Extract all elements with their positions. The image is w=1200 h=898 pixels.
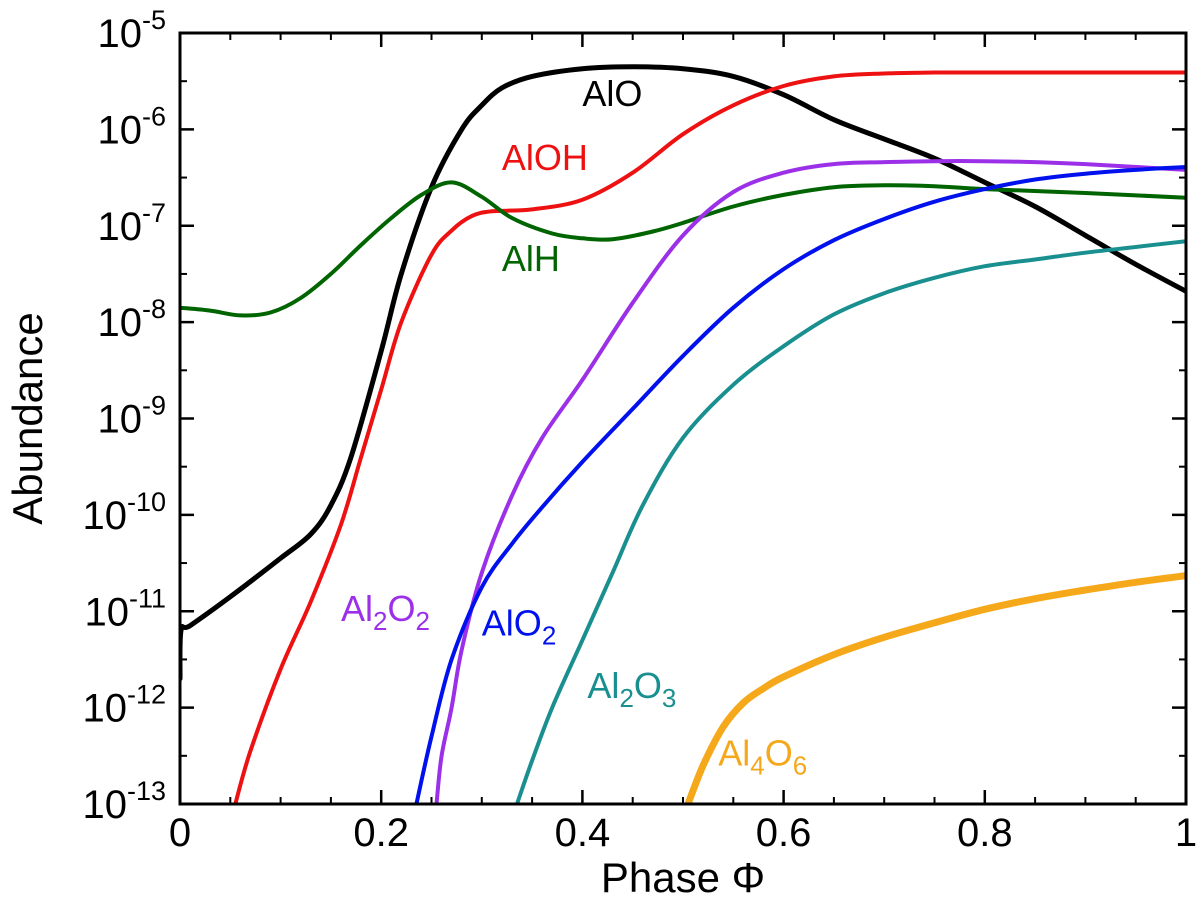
series-label-aloh: AlOH (502, 137, 588, 178)
series-line-aloh (233, 70, 1186, 804)
x-tick-label: 1 (1175, 811, 1197, 855)
series-label-al4o6: Al4O6 (718, 732, 807, 780)
y-tick-label: 10-11 (84, 583, 166, 634)
x-tick-label: 0.4 (555, 811, 611, 855)
plot-frame (178, 31, 1188, 806)
series-line-alo2 (414, 165, 1186, 804)
series-line-al2o3 (515, 239, 1186, 804)
y-tick-label: 10-5 (97, 5, 166, 56)
y-axis-title: Abundance (4, 312, 51, 525)
x-tick-label: 0.8 (957, 811, 1013, 855)
x-tick-label: 0 (169, 811, 191, 855)
y-tick-label: 10-12 (82, 680, 166, 731)
y-tick-label: 10-6 (97, 101, 166, 152)
y-tick-label: 10-9 (97, 391, 166, 442)
series-line-al2o2 (434, 159, 1186, 804)
x-axis-title: Phase Φ (601, 854, 765, 898)
series-line-alo (180, 64, 1186, 682)
series-label-al2o3: Al2O3 (587, 665, 676, 713)
labels-layer: 0 0.2 0.4 0.6 0.8 1 10-5 10-6 10-7 10-8 10-9 10-10 1… (82, 5, 1197, 855)
y-tick-label: 10-13 (82, 776, 166, 827)
series-label-al2o2: Al2O2 (341, 588, 430, 636)
series-line-alh (180, 180, 1186, 318)
x-tick-label: 0.2 (353, 811, 409, 855)
series-label-alh: AlH (502, 238, 560, 279)
y-tick-label: 10-7 (97, 198, 166, 249)
series-label-alo2: AlO2 (482, 602, 556, 650)
y-tick-label: 10-10 (82, 487, 166, 538)
y-tick-label: 10-8 (97, 294, 166, 345)
series-layer (180, 64, 1186, 804)
series-label-alo: AlO (582, 73, 642, 114)
ticks-layer (178, 31, 1188, 806)
x-tick-label: 0.6 (756, 811, 812, 855)
series-line-al4o6 (684, 572, 1186, 804)
